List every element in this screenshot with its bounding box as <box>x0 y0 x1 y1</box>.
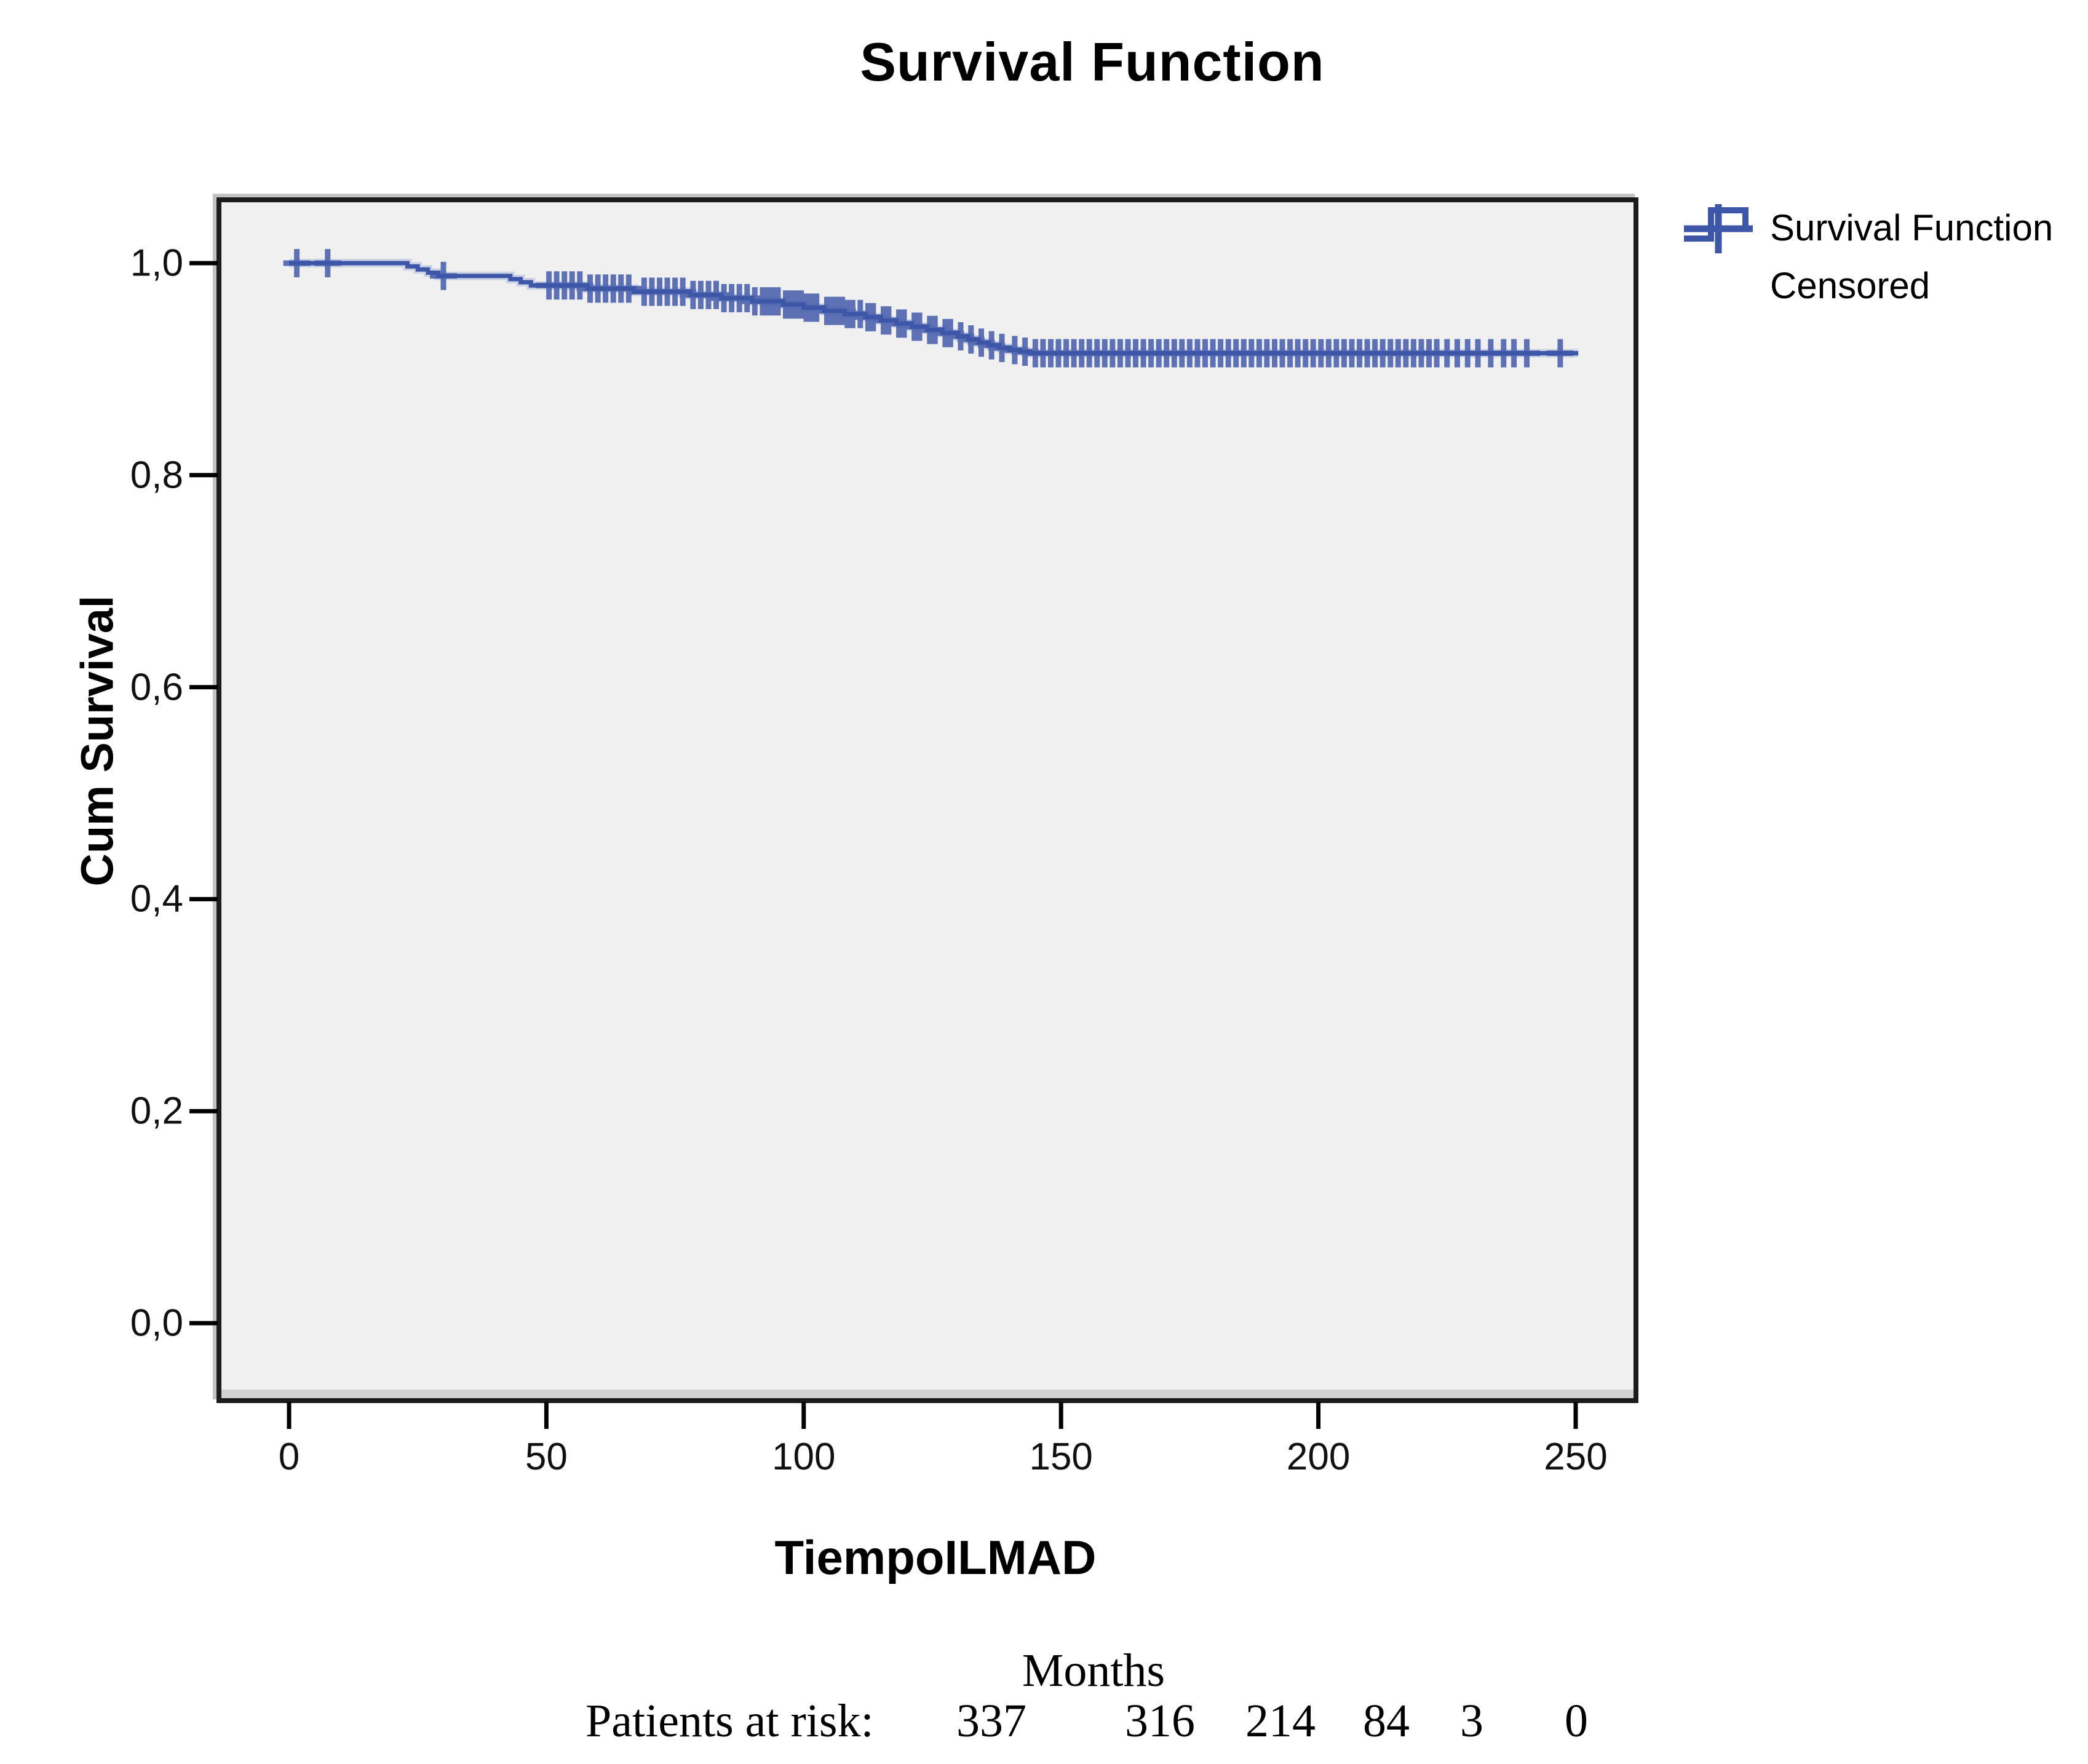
at-risk-count-3: 84 <box>1363 1695 1410 1747</box>
censored-marks <box>283 249 1574 368</box>
legend-label-censored: Censored <box>1770 264 1931 306</box>
at-risk-count-4: 3 <box>1460 1695 1483 1747</box>
y-tick-label-1,0: 1,0 <box>130 242 183 285</box>
y-axis-ticks <box>189 261 218 1326</box>
legend-item-survival-function: Survival Function <box>1683 200 2053 255</box>
x-tick-label-150: 150 <box>1029 1436 1093 1478</box>
x-tick-label-100: 100 <box>772 1436 836 1478</box>
x-tick-label-0: 0 <box>278 1436 300 1478</box>
plot-area <box>219 200 1636 1401</box>
chart-title: Survival Function <box>860 31 1325 92</box>
x-axis-title: TiempoILMAD <box>774 1530 1097 1584</box>
y-tick-label-0,2: 0,2 <box>130 1090 183 1133</box>
y-tick-label-0,6: 0,6 <box>130 666 183 709</box>
x-tick-label-250: 250 <box>1544 1436 1608 1478</box>
y-axis-title: Cum Survival <box>71 595 123 887</box>
legend: Survival Function Censored <box>1683 200 2053 312</box>
y-tick-label-0,8: 0,8 <box>130 454 183 497</box>
x-axis-ticks <box>287 1402 1578 1429</box>
x-tick-label-50: 50 <box>525 1436 568 1478</box>
x-tick-label-200: 200 <box>1286 1436 1351 1478</box>
legend-label-survival-function: Survival Function <box>1770 207 2054 248</box>
at-risk-count-5: 0 <box>1565 1695 1588 1747</box>
y-tick-label-0,4: 0,4 <box>130 877 183 920</box>
at-risk-count-1: 316 <box>1125 1695 1195 1747</box>
plot-frame <box>216 197 1638 1403</box>
patients-at-risk-label: Patients at risk: <box>586 1695 874 1747</box>
y-tick-label-0,0: 0,0 <box>130 1302 183 1345</box>
at-risk-count-0: 337 <box>956 1695 1026 1747</box>
legend-item-censored: Censored <box>1683 204 2053 312</box>
months-label: Months <box>1022 1645 1165 1696</box>
at-risk-count-2: 214 <box>1245 1695 1316 1747</box>
